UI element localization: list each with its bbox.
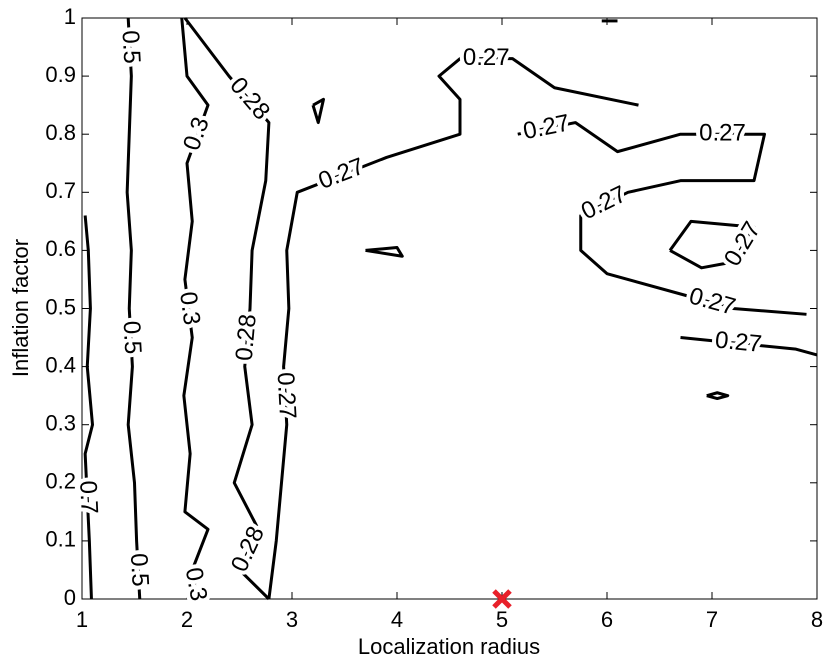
contour-label: 0.5 [118,320,147,355]
y-tick-label: 0.5 [45,294,76,319]
y-tick-label: 0 [64,585,76,610]
contour-line [180,17,210,600]
y-tick-label: 0.1 [45,527,76,552]
contour-label: 0.5 [117,30,146,65]
y-tick-label: 0.4 [45,352,76,377]
y-tick-label: 0.6 [45,236,76,261]
y-tick-label: 0.2 [45,469,76,494]
x-tick-label: 4 [391,607,403,632]
y-tick-label: 0.7 [45,178,76,203]
contour-label: 0.5 [125,552,154,587]
y-tick-label: 0.9 [45,62,76,87]
contour-line [706,391,730,401]
contour-line [365,245,404,258]
x-tick-label: 3 [286,607,298,632]
x-tick-label: 5 [496,607,508,632]
contour-line [83,215,94,600]
contour-label: 0.27 [699,120,746,147]
contour-label: 0.7 [74,480,103,515]
contour-line [311,97,325,125]
y-tick-label: 0.8 [45,120,76,145]
x-tick-label: 7 [706,607,718,632]
contour-line [183,17,271,601]
x-tick-label: 8 [811,607,823,632]
x-axis-label: Localization radius [358,634,540,659]
contour-label: 0.27 [272,372,301,420]
contour-line [125,17,142,600]
x-tick-label: 2 [181,607,193,632]
x-tick-label: 1 [76,607,88,632]
x-tick-label: 6 [601,607,613,632]
y-tick-label: 1 [64,4,76,29]
contour-line [267,57,639,600]
contour-label: 0.28 [231,313,262,362]
contour-label: 0.27 [463,44,510,71]
contour-line [680,336,818,357]
contour-label: 0.3 [174,290,205,326]
marker [492,589,512,609]
y-axis-label: Inflation factor [8,239,33,377]
y-tick-label: 0.3 [45,411,76,436]
contour-line [517,121,807,316]
contour-label: 0.27 [714,326,763,358]
contour-line [668,219,756,270]
